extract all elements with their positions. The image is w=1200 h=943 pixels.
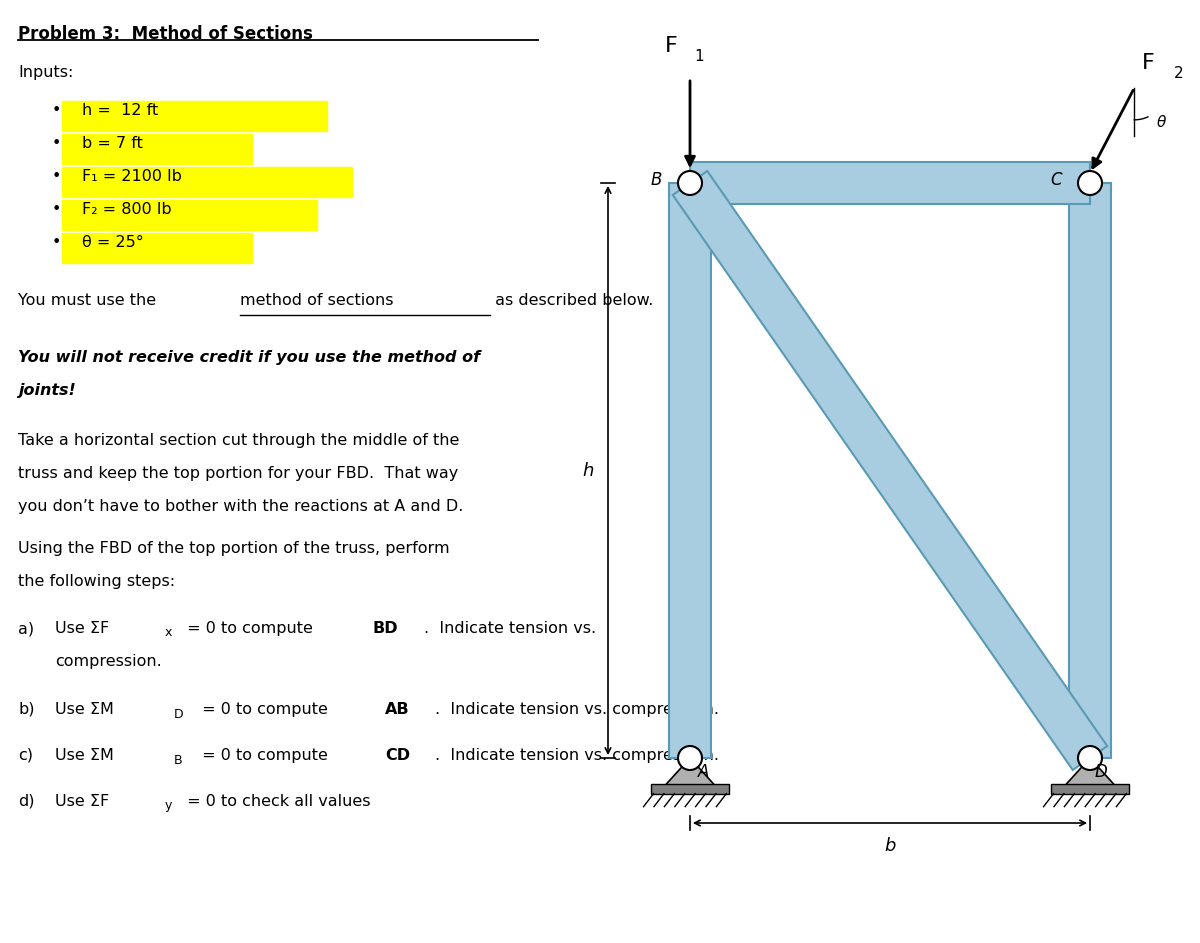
Text: •: •	[52, 202, 61, 217]
Bar	[1051, 784, 1129, 794]
Text: You will not receive credit if you use the method of: You will not receive credit if you use t…	[18, 350, 480, 365]
Text: Using the FBD of the top portion of the truss, perform: Using the FBD of the top portion of the …	[18, 541, 450, 556]
Text: B: B	[174, 753, 182, 767]
Text: Use ΣM: Use ΣM	[55, 702, 114, 717]
Text: •: •	[52, 136, 61, 151]
Text: truss and keep the top portion for your FBD.  That way: truss and keep the top portion for your …	[18, 466, 458, 481]
Text: D: D	[174, 707, 184, 720]
Text: = 0 to compute: = 0 to compute	[197, 748, 334, 763]
Text: = 0 to check all values: = 0 to check all values	[182, 794, 371, 809]
Text: y: y	[164, 800, 172, 813]
Text: •: •	[52, 235, 61, 250]
Text: = 0 to compute: = 0 to compute	[182, 621, 318, 636]
Circle shape	[678, 171, 702, 195]
Polygon shape	[1069, 183, 1111, 758]
Text: .  Indicate tension vs.: . Indicate tension vs.	[424, 621, 596, 636]
Text: compression.: compression.	[55, 654, 162, 669]
Bar	[62, 134, 252, 164]
Text: D: D	[1096, 763, 1108, 781]
Text: BD: BD	[372, 621, 397, 636]
Bar	[62, 200, 317, 230]
Text: θ = 25°: θ = 25°	[82, 235, 144, 250]
Text: CD: CD	[385, 748, 410, 763]
Text: 2: 2	[1175, 66, 1184, 81]
Text: h =  12 ft: h = 12 ft	[82, 103, 158, 118]
Bar	[62, 101, 326, 131]
Polygon shape	[664, 758, 716, 786]
Text: A: A	[698, 763, 709, 781]
Text: as described below.: as described below.	[490, 293, 653, 308]
Text: Use ΣF: Use ΣF	[55, 621, 109, 636]
Text: d): d)	[18, 794, 35, 809]
Text: b = 7 ft: b = 7 ft	[82, 136, 143, 151]
Text: .  Indicate tension vs. compression.: . Indicate tension vs. compression.	[434, 702, 719, 717]
Text: Inputs:: Inputs:	[18, 65, 73, 80]
Polygon shape	[670, 183, 710, 758]
Bar	[62, 233, 252, 263]
Text: .  Indicate tension vs. compression.: . Indicate tension vs. compression.	[434, 748, 719, 763]
Text: F₁ = 2100 lb: F₁ = 2100 lb	[82, 169, 182, 184]
Text: C: C	[1050, 171, 1062, 189]
Polygon shape	[1064, 758, 1116, 786]
Text: 1: 1	[694, 49, 703, 64]
Bar	[652, 784, 730, 794]
Text: the following steps:: the following steps:	[18, 574, 175, 589]
Text: F: F	[1142, 53, 1156, 73]
Text: a): a)	[18, 621, 34, 636]
Text: θ: θ	[1157, 115, 1165, 130]
Text: Use ΣM: Use ΣM	[55, 748, 114, 763]
Text: = 0 to compute: = 0 to compute	[197, 702, 334, 717]
Text: You must use the: You must use the	[18, 293, 161, 308]
Text: b: b	[884, 837, 895, 855]
Text: B: B	[650, 171, 662, 189]
Circle shape	[678, 746, 702, 770]
Text: x: x	[164, 626, 172, 639]
Text: method of sections: method of sections	[240, 293, 394, 308]
Text: joints!: joints!	[18, 383, 76, 398]
Text: h: h	[583, 461, 594, 479]
Circle shape	[1078, 746, 1102, 770]
Circle shape	[1078, 171, 1102, 195]
Text: F₂ = 800 lb: F₂ = 800 lb	[82, 202, 172, 217]
Text: c): c)	[18, 748, 34, 763]
Polygon shape	[673, 171, 1108, 770]
Text: you don’t have to bother with the reactions at A and D.: you don’t have to bother with the reacti…	[18, 499, 463, 514]
Text: Take a horizontal section cut through the middle of the: Take a horizontal section cut through th…	[18, 433, 460, 448]
Text: •: •	[52, 103, 61, 118]
Polygon shape	[690, 162, 1090, 204]
Bar	[62, 167, 352, 197]
Text: Use ΣF: Use ΣF	[55, 794, 109, 809]
Text: Problem 3:  Method of Sections: Problem 3: Method of Sections	[18, 25, 313, 43]
Text: AB: AB	[385, 702, 409, 717]
Text: b): b)	[18, 702, 35, 717]
Text: •: •	[52, 169, 61, 184]
Text: F: F	[665, 36, 678, 56]
